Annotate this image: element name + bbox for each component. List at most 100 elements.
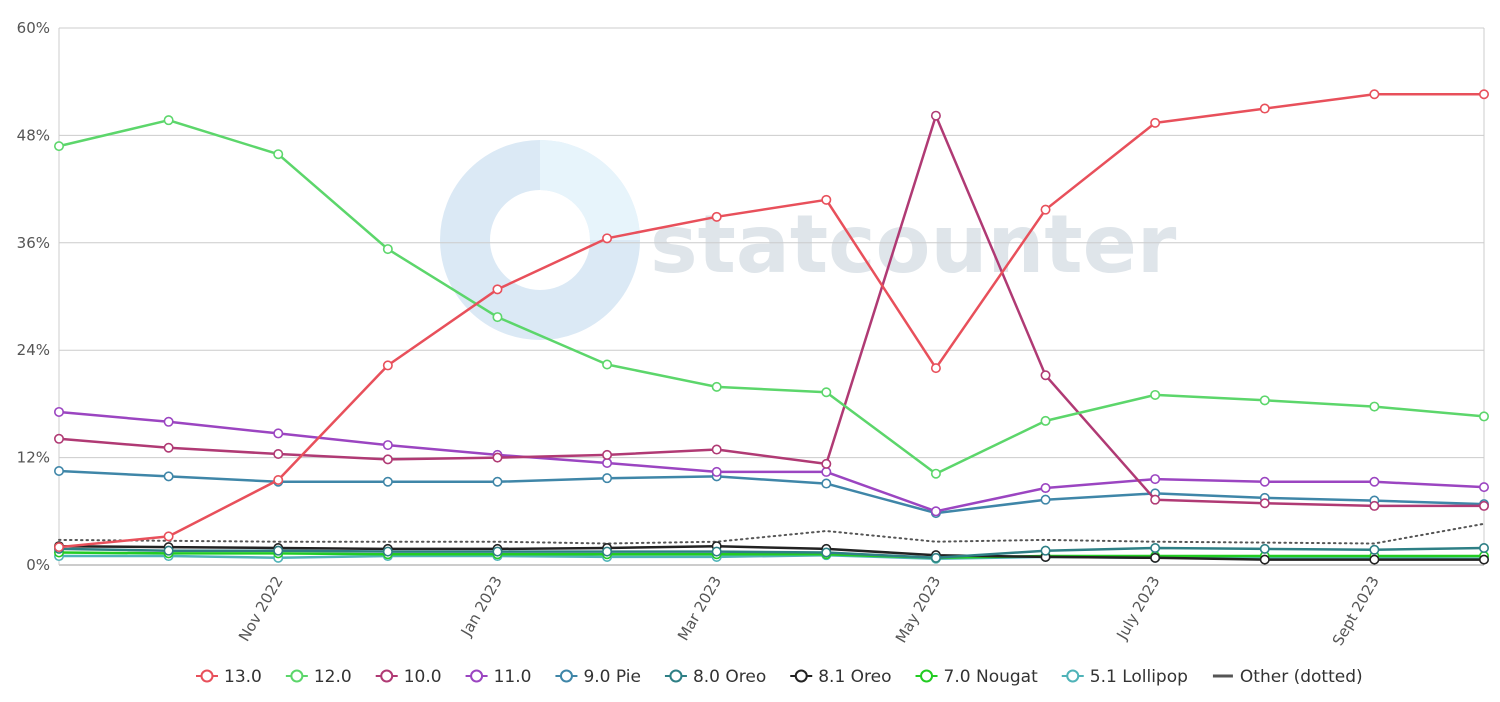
legend-item-11-0[interactable]: 11.0 bbox=[465, 667, 532, 687]
data-point[interactable] bbox=[1150, 474, 1161, 485]
series-line-12-0 bbox=[58, 118, 1485, 475]
data-point[interactable] bbox=[1479, 554, 1490, 565]
data-point[interactable] bbox=[382, 476, 393, 487]
legend-item-7-0-nougat[interactable]: 7.0 Nougat bbox=[915, 667, 1039, 687]
data-point[interactable] bbox=[711, 466, 722, 477]
data-point[interactable] bbox=[53, 141, 64, 152]
legend-label: 7.0 Nougat bbox=[944, 667, 1039, 687]
data-point[interactable] bbox=[163, 531, 174, 542]
grid bbox=[58, 27, 1485, 566]
data-point[interactable] bbox=[930, 110, 941, 121]
data-point[interactable] bbox=[1150, 552, 1161, 563]
y-tick-label: 48% bbox=[17, 126, 50, 144]
data-point[interactable] bbox=[711, 211, 722, 222]
data-point[interactable] bbox=[602, 359, 613, 370]
data-point[interactable] bbox=[930, 363, 941, 374]
data-point[interactable] bbox=[53, 542, 64, 553]
legend-item-8-0-oreo[interactable]: 8.0 Oreo bbox=[664, 667, 766, 687]
series-line-7-0-nougat bbox=[58, 551, 1484, 560]
data-point[interactable] bbox=[821, 458, 832, 469]
data-point[interactable] bbox=[382, 546, 393, 557]
data-point[interactable] bbox=[273, 428, 284, 439]
data-point[interactable] bbox=[1369, 401, 1380, 412]
data-point[interactable] bbox=[1479, 89, 1490, 100]
data-point[interactable] bbox=[163, 115, 174, 126]
data-point[interactable] bbox=[711, 444, 722, 455]
legend-item-12-0[interactable]: 12.0 bbox=[285, 667, 352, 687]
data-point[interactable] bbox=[602, 473, 613, 484]
data-point[interactable] bbox=[163, 545, 174, 556]
legend-item-5-1-lollipop[interactable]: 5.1 Lollipop bbox=[1061, 667, 1188, 687]
data-point[interactable] bbox=[1150, 117, 1161, 128]
data-point[interactable] bbox=[163, 471, 174, 482]
data-point[interactable] bbox=[1040, 415, 1051, 426]
x-tick-label: Nov 2022 bbox=[235, 573, 287, 645]
data-point[interactable] bbox=[53, 406, 64, 417]
data-point[interactable] bbox=[711, 381, 722, 392]
data-point[interactable] bbox=[602, 449, 613, 460]
data-point[interactable] bbox=[602, 457, 613, 468]
data-point[interactable] bbox=[492, 452, 503, 463]
data-point[interactable] bbox=[163, 442, 174, 453]
data-point[interactable] bbox=[273, 149, 284, 160]
data-point[interactable] bbox=[1040, 204, 1051, 215]
legend-item-13-0[interactable]: 13.0 bbox=[196, 667, 262, 687]
data-point[interactable] bbox=[273, 474, 284, 485]
data-point[interactable] bbox=[273, 449, 284, 460]
data-point[interactable] bbox=[1040, 545, 1051, 556]
data-point[interactable] bbox=[382, 244, 393, 255]
data-point[interactable] bbox=[1479, 482, 1490, 493]
data-point[interactable] bbox=[1259, 395, 1270, 406]
data-point[interactable] bbox=[821, 194, 832, 205]
data-point[interactable] bbox=[1150, 389, 1161, 400]
series-10-0 bbox=[53, 110, 1490, 511]
data-point[interactable] bbox=[821, 478, 832, 489]
data-point[interactable] bbox=[1259, 554, 1270, 565]
data-point[interactable] bbox=[1369, 544, 1380, 555]
data-point[interactable] bbox=[382, 440, 393, 451]
data-point[interactable] bbox=[53, 433, 64, 444]
data-point[interactable] bbox=[930, 468, 941, 479]
data-point[interactable] bbox=[273, 545, 284, 556]
data-point[interactable] bbox=[1150, 542, 1161, 553]
data-point[interactable] bbox=[930, 506, 941, 517]
data-point[interactable] bbox=[1259, 498, 1270, 509]
data-point[interactable] bbox=[1369, 500, 1380, 511]
legend-item-other-dotted[interactable]: Other (dotted) bbox=[1212, 667, 1363, 687]
data-point[interactable] bbox=[1259, 103, 1270, 114]
data-point[interactable] bbox=[1259, 476, 1270, 487]
data-point[interactable] bbox=[1040, 483, 1051, 494]
data-point[interactable] bbox=[602, 233, 613, 244]
data-point[interactable] bbox=[821, 387, 832, 398]
data-point[interactable] bbox=[930, 552, 941, 563]
data-point[interactable] bbox=[1479, 411, 1490, 422]
data-point[interactable] bbox=[1369, 476, 1380, 487]
legend-item-9-0-pie[interactable]: 9.0 Pie bbox=[555, 667, 641, 687]
legend-label: 8.0 Oreo bbox=[693, 667, 766, 687]
data-point[interactable] bbox=[53, 466, 64, 477]
legend-item-10-0[interactable]: 10.0 bbox=[375, 667, 442, 687]
data-point[interactable] bbox=[1040, 494, 1051, 505]
data-point[interactable] bbox=[492, 312, 503, 323]
data-point[interactable] bbox=[1479, 542, 1490, 553]
legend-label: 11.0 bbox=[494, 667, 532, 687]
data-point[interactable] bbox=[1259, 543, 1270, 554]
data-point[interactable] bbox=[382, 454, 393, 465]
data-point[interactable] bbox=[492, 284, 503, 295]
data-point[interactable] bbox=[382, 360, 393, 371]
data-point[interactable] bbox=[1479, 500, 1490, 511]
data-point[interactable] bbox=[602, 546, 613, 557]
data-point[interactable] bbox=[1040, 370, 1051, 381]
data-point[interactable] bbox=[1369, 554, 1380, 565]
data-point[interactable] bbox=[821, 466, 832, 477]
data-point[interactable] bbox=[1369, 89, 1380, 100]
data-point[interactable] bbox=[492, 476, 503, 487]
data-point[interactable] bbox=[1150, 494, 1161, 505]
data-point[interactable] bbox=[163, 416, 174, 427]
x-axis: Nov 2022 Jan 2023 Mar 2023 May 2023 July 202… bbox=[235, 573, 1383, 649]
data-point[interactable] bbox=[711, 546, 722, 557]
legend-item-8-1-oreo[interactable]: 8.1 Oreo bbox=[790, 667, 892, 687]
data-point[interactable] bbox=[492, 546, 503, 557]
legend-swatch-marker bbox=[470, 669, 484, 683]
data-point[interactable] bbox=[821, 547, 832, 558]
